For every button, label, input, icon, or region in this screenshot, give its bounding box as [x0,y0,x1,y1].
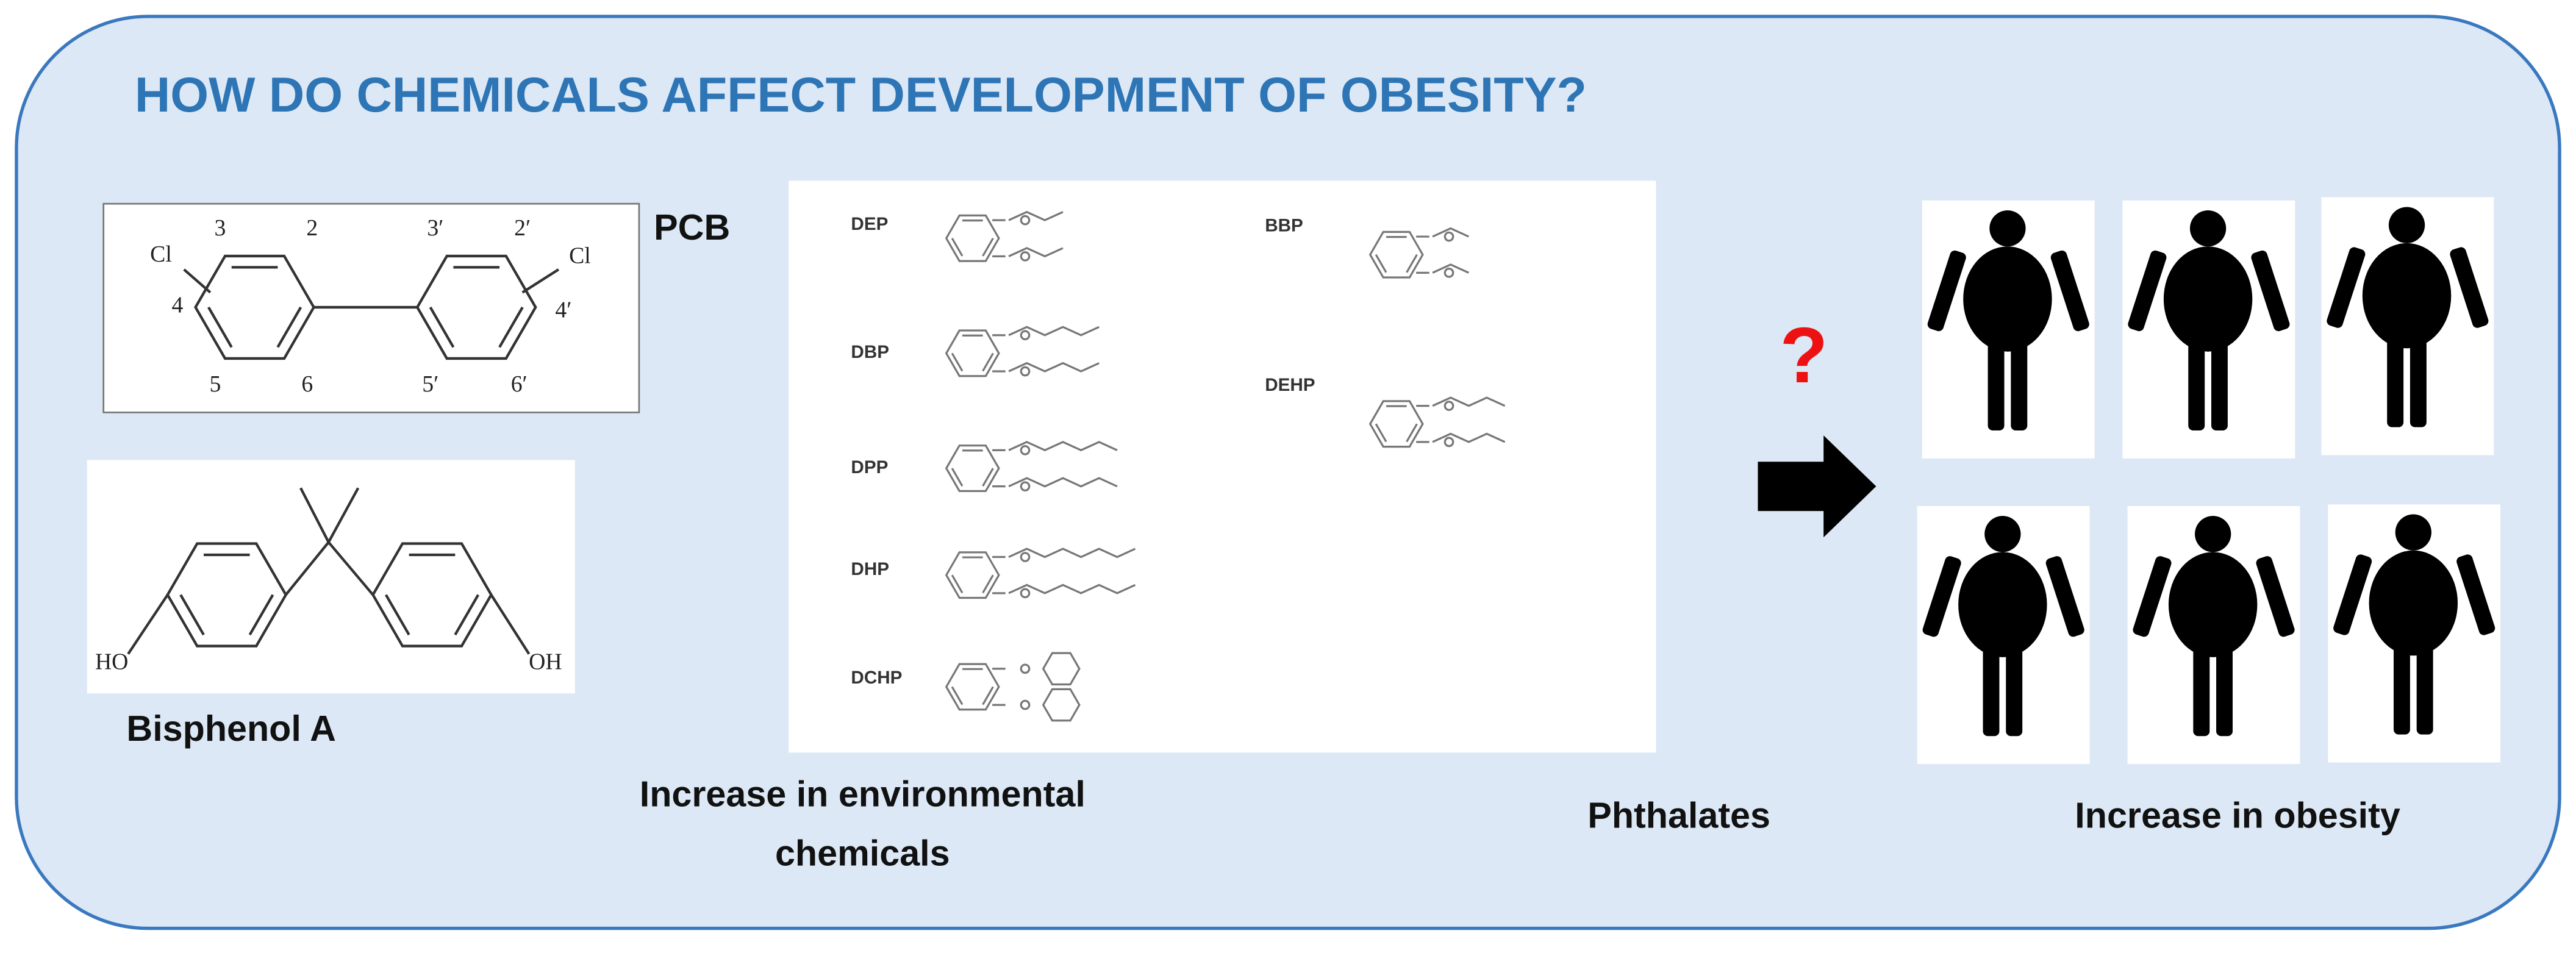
chain [1432,396,1506,407]
oxygen [1020,588,1031,599]
double-bond [982,574,994,594]
obesity-label: Increase in obesity [2075,795,2400,836]
oxygen [1444,401,1454,411]
question-mark: ? [1780,312,1828,399]
atom-label: 3′ [427,215,443,241]
chemicals-label: chemicals [775,833,950,874]
oxygen [1020,251,1031,262]
oxygen [1020,699,1031,710]
chain [1008,441,1118,452]
atom-label: 4 [172,293,184,318]
double-bond [454,594,480,636]
structures: Cl 3 2 3′ 2′ Cl 4 4′ 5 6 5′ 6′ HO OH DEP DBP DPP DHP DCHP B… [95,210,1506,722]
double-bond [951,352,964,372]
bond [490,594,531,655]
ring [945,329,1000,377]
oxygen [1444,437,1454,448]
ring [1042,652,1081,686]
oxygen [1444,267,1454,278]
bond [183,268,212,294]
compound-label: DCHP [851,668,902,688]
ring [945,551,1000,599]
double-bond [276,306,302,348]
ring [945,663,1000,711]
double-bond [951,574,964,594]
oxygen [1020,663,1031,674]
ring [1042,688,1081,722]
ring [1368,230,1424,279]
bond [127,594,169,655]
chain [1008,247,1064,258]
oxygen [1020,366,1031,377]
double-bond [248,594,274,636]
atom-label: HO [95,649,128,674]
oxygen [1444,231,1454,242]
bond [299,487,360,545]
title: HOW DO CHEMICALS AFFECT DEVELOPMENT OF O… [135,68,1587,123]
phthalates-box [789,180,1656,753]
ring [194,254,316,360]
oxygen [1020,445,1031,455]
ring [1368,400,1424,448]
double-bond [982,352,994,372]
atom-label: 6 [301,371,313,397]
double-bond [429,306,455,348]
double-bond [1375,254,1387,273]
atom-label: 3 [215,215,226,241]
compound-label: DPP [851,457,888,477]
atom-label: 2 [306,215,318,241]
oxygen [1020,215,1031,226]
oxygen [1020,552,1031,562]
chain [1008,362,1100,373]
double-bond [179,594,205,636]
compound-label: DEHP [1265,375,1315,395]
atom-label: 2′ [514,215,531,241]
double-bond [982,686,994,705]
bisphenol-box [87,460,575,694]
people [1917,197,2501,765]
double-bond [207,306,233,348]
double-bond [951,686,964,705]
bond [521,268,560,294]
atom-label: OH [529,649,562,674]
chain [1432,227,1469,238]
phthalates-label: Phthalates [1587,795,1770,836]
compound-label: DHP [851,559,889,579]
compound-label: BBP [1265,216,1303,236]
double-bond [1375,423,1387,443]
chain [1432,263,1469,274]
chain [1008,548,1136,559]
pcb-label: PCB [654,207,730,248]
chemicals-label: Increase in environmental [640,774,1086,815]
arrow [1758,435,1877,538]
atom-label: 5 [209,371,221,397]
atom-label: Cl [569,243,591,269]
double-bond [1406,254,1418,273]
double-bond [951,468,964,487]
chain [1432,432,1506,443]
chain [1008,326,1100,337]
atom-label: Cl [150,241,172,267]
chain [1008,584,1136,594]
chain [1008,477,1118,488]
double-bond [951,237,964,257]
double-bond [498,306,524,348]
atom-label: 4′ [555,298,571,323]
double-bond [384,594,410,636]
compound-label: DEP [851,214,888,234]
double-bond [1406,423,1418,443]
oxygen [1020,481,1031,492]
chain [1008,210,1064,221]
double-bond [982,468,994,487]
ring [945,444,1000,492]
compound-label: DBP [851,342,889,362]
bisphenol-label: Bisphenol A [126,708,335,749]
oxygen [1020,330,1031,341]
ring [945,214,1000,262]
double-bond [982,237,994,257]
atom-label: 5′ [422,371,438,397]
atom-label: 6′ [511,371,528,397]
